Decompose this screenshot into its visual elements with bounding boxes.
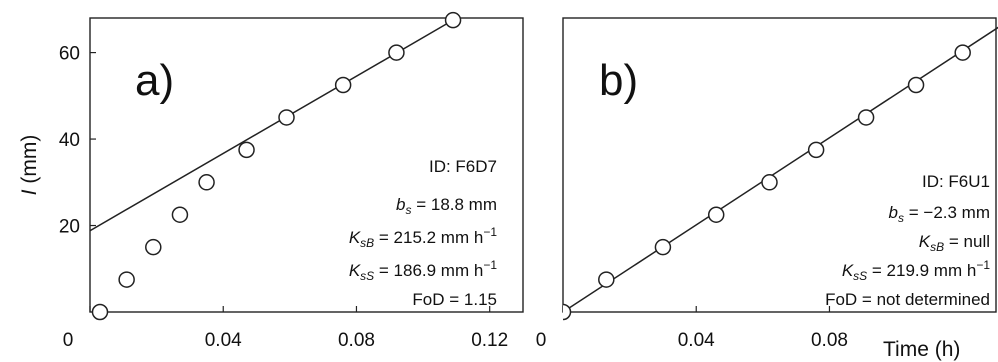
data-point (118, 271, 135, 288)
y-axis-label-unit: (mm) (18, 135, 41, 190)
data-point (334, 76, 352, 94)
data-point (598, 271, 615, 288)
panel-b: b) 0 0.04 0.08 Time (h) ID: F6U1 bs = −2.3… (536, 17, 998, 361)
panel-a-x-ticks: 0 0.04 0.08 0.12 (63, 306, 508, 351)
panel-b-fod: FoD = not determined (825, 290, 990, 309)
y-axis-label-symbol: I (18, 189, 41, 195)
panel-a-kss: KsS = 186.9 mm h−1 (349, 258, 498, 283)
panel-b-marks (563, 26, 998, 321)
panel-a-label: a) (135, 56, 174, 105)
panel-a-fod: FoD = 1.15 (412, 290, 497, 309)
data-point (388, 44, 405, 61)
fit-line (563, 26, 998, 313)
panel-a-id: ID: F6D7 (429, 157, 497, 176)
panel-a-ksb: KsB = 215.2 mm h−1 (349, 225, 498, 250)
x-tick-label: 0 (63, 330, 74, 351)
data-point (198, 174, 215, 191)
data-point (238, 141, 255, 159)
panel-b-bs: bs = −2.3 mm (889, 203, 990, 225)
data-point (171, 206, 189, 223)
panel-b-frame (562, 17, 997, 313)
panel-a-marks (90, 11, 462, 321)
x-tick-label: 0.08 (338, 330, 375, 351)
data-point (707, 206, 725, 223)
x-tick-label: 0.08 (811, 330, 848, 351)
data-point (807, 141, 825, 159)
panel-b-id: ID: F6U1 (922, 172, 990, 191)
data-point (761, 174, 778, 191)
panel-a-frame (89, 17, 524, 313)
y-tick-label: 20 (59, 217, 80, 238)
x-tick-label: 0.12 (471, 330, 508, 351)
x-tick-label: 0 (536, 330, 547, 351)
y-tick-label: 60 (59, 44, 80, 65)
panel-b-label: b) (599, 56, 638, 105)
x-axis-label: Time (h) (883, 338, 960, 361)
data-point (907, 76, 925, 94)
panel-a-y-ticks: 20 40 60 (59, 44, 96, 238)
y-tick-label: 40 (59, 130, 80, 151)
panel-b-kss: KsS = 219.9 mm h−1 (842, 258, 991, 283)
data-point (444, 11, 462, 29)
panel-a-bs: bs = 18.8 mm (396, 195, 497, 217)
x-tick-label: 0.04 (678, 330, 715, 351)
data-point (563, 303, 572, 321)
data-point (145, 238, 162, 256)
data-point (654, 238, 672, 256)
data-point (857, 109, 875, 126)
x-tick-label: 0.04 (205, 330, 242, 351)
data-point (91, 303, 109, 321)
panel-b-ksb: KsB = null (919, 232, 990, 254)
panel-b-x-ticks: 0 0.04 0.08 (536, 306, 848, 351)
data-point (278, 109, 295, 126)
data-point (954, 44, 971, 61)
y-axis-label: I (mm) (18, 135, 41, 196)
